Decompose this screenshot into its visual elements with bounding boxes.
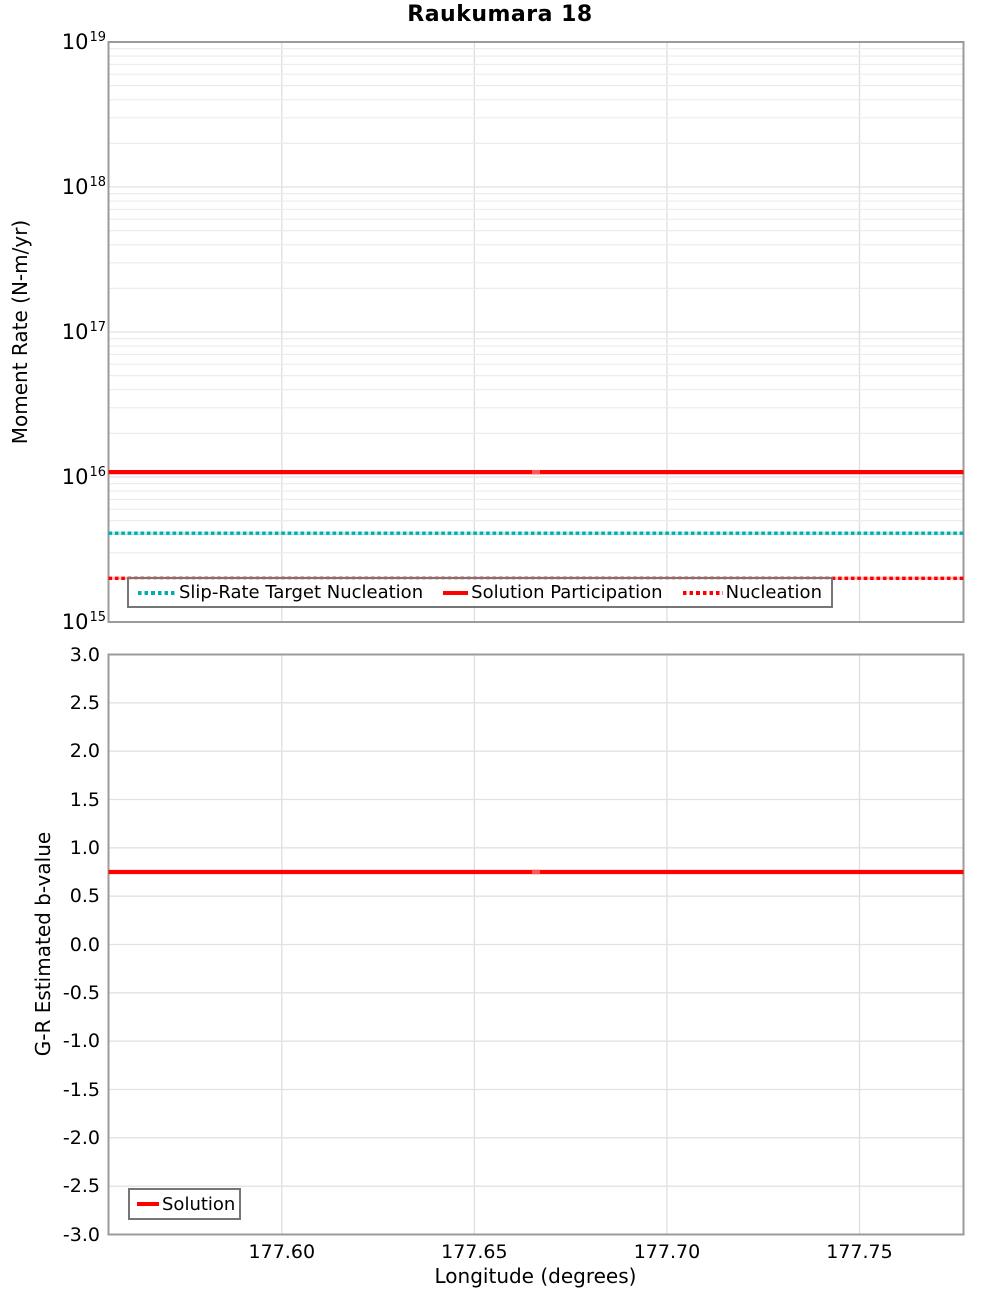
exponent: 19 [89, 30, 106, 45]
y-tick-label--0.5: -0.5 [62, 981, 100, 1004]
y-tick-label-0.0: 0.0 [69, 933, 100, 956]
legend-label-solution-participation: Solution Participation [471, 582, 663, 603]
y-tick-label-1e19: 1019 [61, 30, 106, 54]
legend-item-solution: Solution [137, 1194, 235, 1215]
red-dotted-line-icon [682, 590, 723, 595]
exponent: 18 [89, 175, 106, 190]
x-axis-label: Longitude (degrees) [434, 1264, 637, 1288]
moment-rate-plot-frame [107, 41, 965, 623]
series-line-solution-participation-marker [532, 469, 540, 475]
red-solid-line-icon [137, 1202, 159, 1206]
x-tick-label-177.60: 177.60 [248, 1241, 316, 1263]
y-tick-label--3.0: -3.0 [62, 1223, 100, 1246]
legend-item-nucleation: Nucleation [682, 582, 822, 603]
legend-label-nucleation: Nucleation [725, 582, 822, 603]
x-tick-label-177.65: 177.65 [441, 1241, 508, 1263]
exponent: 17 [89, 320, 106, 335]
b-value-plot-frame [107, 653, 965, 1236]
y-tick-label-2.0: 2.0 [69, 740, 100, 763]
legend-label-solution: Solution [162, 1193, 236, 1215]
y-tick-label-1.5: 1.5 [69, 788, 100, 811]
y-tick-label-3.0: 3.0 [69, 643, 100, 666]
y-tick-label-1e15: 1015 [61, 610, 106, 634]
legend-moment-rate: Slip-Rate Target Nucleation Solution Par… [127, 577, 833, 608]
y-tick-label-1.0: 1.0 [69, 836, 100, 859]
x-tick-label-177.75: 177.75 [826, 1241, 893, 1263]
y-tick-label-1e16: 1016 [61, 465, 106, 489]
legend-item-solution-participation: Solution Participation [443, 582, 663, 603]
chart-title: Raukumara 18 [407, 2, 593, 27]
y-tick-label--1.0: -1.0 [62, 1030, 100, 1053]
legend-label-slip-rate-target: Slip-Rate Target Nucleation [179, 582, 424, 603]
series-line-b-value-solution-marker [532, 869, 540, 875]
y-axis-label-b-value: G-R Estimated b-value [31, 831, 55, 1057]
y-tick-label--2.5: -2.5 [62, 1175, 100, 1198]
y-tick-label-1e18: 1018 [61, 175, 106, 199]
y-tick-label-0.5: 0.5 [69, 885, 100, 908]
teal-dotted-line-icon [138, 590, 176, 595]
exponent: 16 [89, 465, 106, 480]
y-tick-label-2.5: 2.5 [69, 691, 100, 714]
x-tick-label-177.70: 177.70 [633, 1241, 701, 1263]
y-tick-label-1e17: 1017 [61, 320, 106, 344]
exponent: 15 [89, 610, 106, 625]
legend-b-value: Solution [128, 1188, 241, 1220]
y-tick-label--2.0: -2.0 [62, 1126, 100, 1149]
legend-item-slip-rate-target: Slip-Rate Target Nucleation [138, 582, 423, 603]
y-tick-label--1.5: -1.5 [62, 1078, 100, 1101]
y-axis-label-moment-rate: Moment Rate (N-m/yr) [8, 219, 32, 445]
red-solid-line-icon [443, 590, 469, 595]
